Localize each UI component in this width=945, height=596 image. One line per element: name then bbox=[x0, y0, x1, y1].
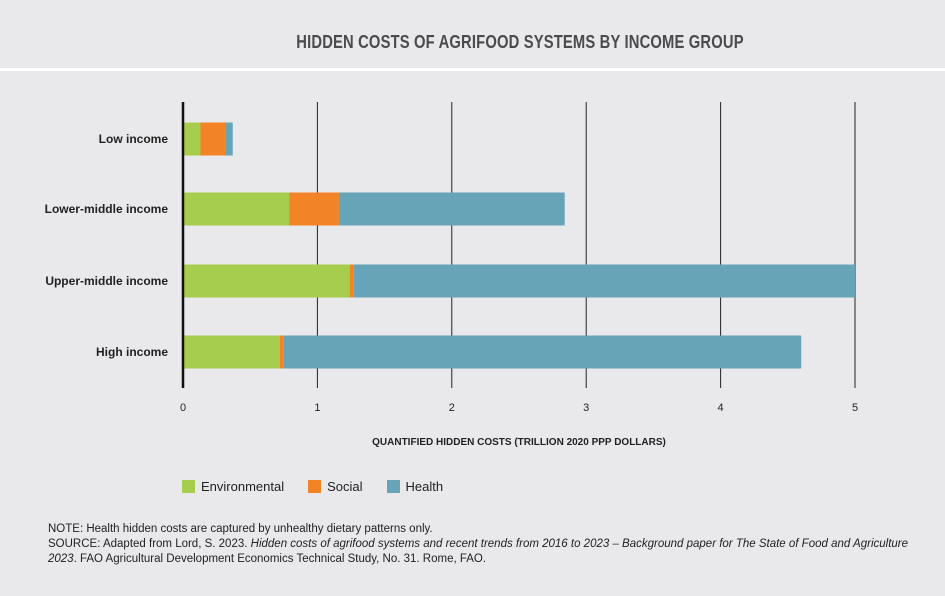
bar-environmental bbox=[183, 192, 290, 226]
legend-label: Health bbox=[405, 479, 444, 494]
x-tick-label: 3 bbox=[583, 402, 589, 414]
x-tick-label: 1 bbox=[314, 402, 320, 414]
source-text: SOURCE: Adapted from Lord, S. 2023. Hidd… bbox=[48, 537, 908, 567]
x-tick-label: 4 bbox=[718, 402, 724, 414]
bar-health bbox=[338, 192, 565, 226]
title-divider bbox=[0, 68, 945, 71]
legend-label: Environmental bbox=[201, 479, 285, 494]
bar-health bbox=[226, 122, 233, 156]
legend-item-environmental: Environmental bbox=[182, 479, 284, 494]
legend-item-social: Social bbox=[308, 479, 363, 494]
legend-swatch bbox=[308, 480, 322, 493]
bar-health bbox=[283, 335, 802, 369]
y-category-label: Lower-middle income bbox=[45, 202, 169, 216]
source-prefix: SOURCE: Adapted from Lord, S. 2023. bbox=[48, 538, 251, 550]
bar-social bbox=[200, 122, 227, 156]
bar-chart: 0 1 2 3 4 5 Low income Lower-middle income Upper… bbox=[45, 102, 858, 448]
bar-social bbox=[289, 192, 339, 226]
notes: NOTE: Health hidden costs are captured b… bbox=[48, 522, 908, 567]
bar-social bbox=[279, 335, 284, 369]
chart-title: HIDDEN COSTS OF AGRIFOOD SYSTEMS BY INCO… bbox=[296, 32, 744, 52]
bar-environmental bbox=[183, 335, 280, 369]
bar-health bbox=[353, 264, 855, 298]
legend-label: Social bbox=[327, 479, 363, 494]
bar-environmental bbox=[183, 122, 201, 156]
x-tick-label: 5 bbox=[852, 402, 858, 414]
x-tick-label: 0 bbox=[180, 402, 186, 414]
x-axis-label: QUANTIFIED HIDDEN COSTS (TRILLION 2020 P… bbox=[372, 437, 666, 448]
note-text: NOTE: Health hidden costs are captured b… bbox=[48, 523, 433, 535]
source-title: Hidden costs of agrifood systems and rec… bbox=[48, 538, 909, 565]
y-category-label: Upper-middle income bbox=[45, 274, 168, 288]
source-suffix: . FAO Agricultural Development Economics… bbox=[73, 553, 487, 565]
legend-swatch bbox=[182, 480, 195, 493]
legend: Environmental Social Health bbox=[182, 479, 467, 494]
bar-environmental bbox=[183, 264, 350, 298]
y-category-label: Low income bbox=[99, 132, 169, 146]
y-category-label: High income bbox=[96, 345, 168, 359]
legend-item-health: Health bbox=[386, 479, 444, 494]
x-tick-label: 2 bbox=[449, 402, 455, 414]
legend-swatch bbox=[386, 480, 400, 493]
bar-social bbox=[349, 264, 354, 298]
